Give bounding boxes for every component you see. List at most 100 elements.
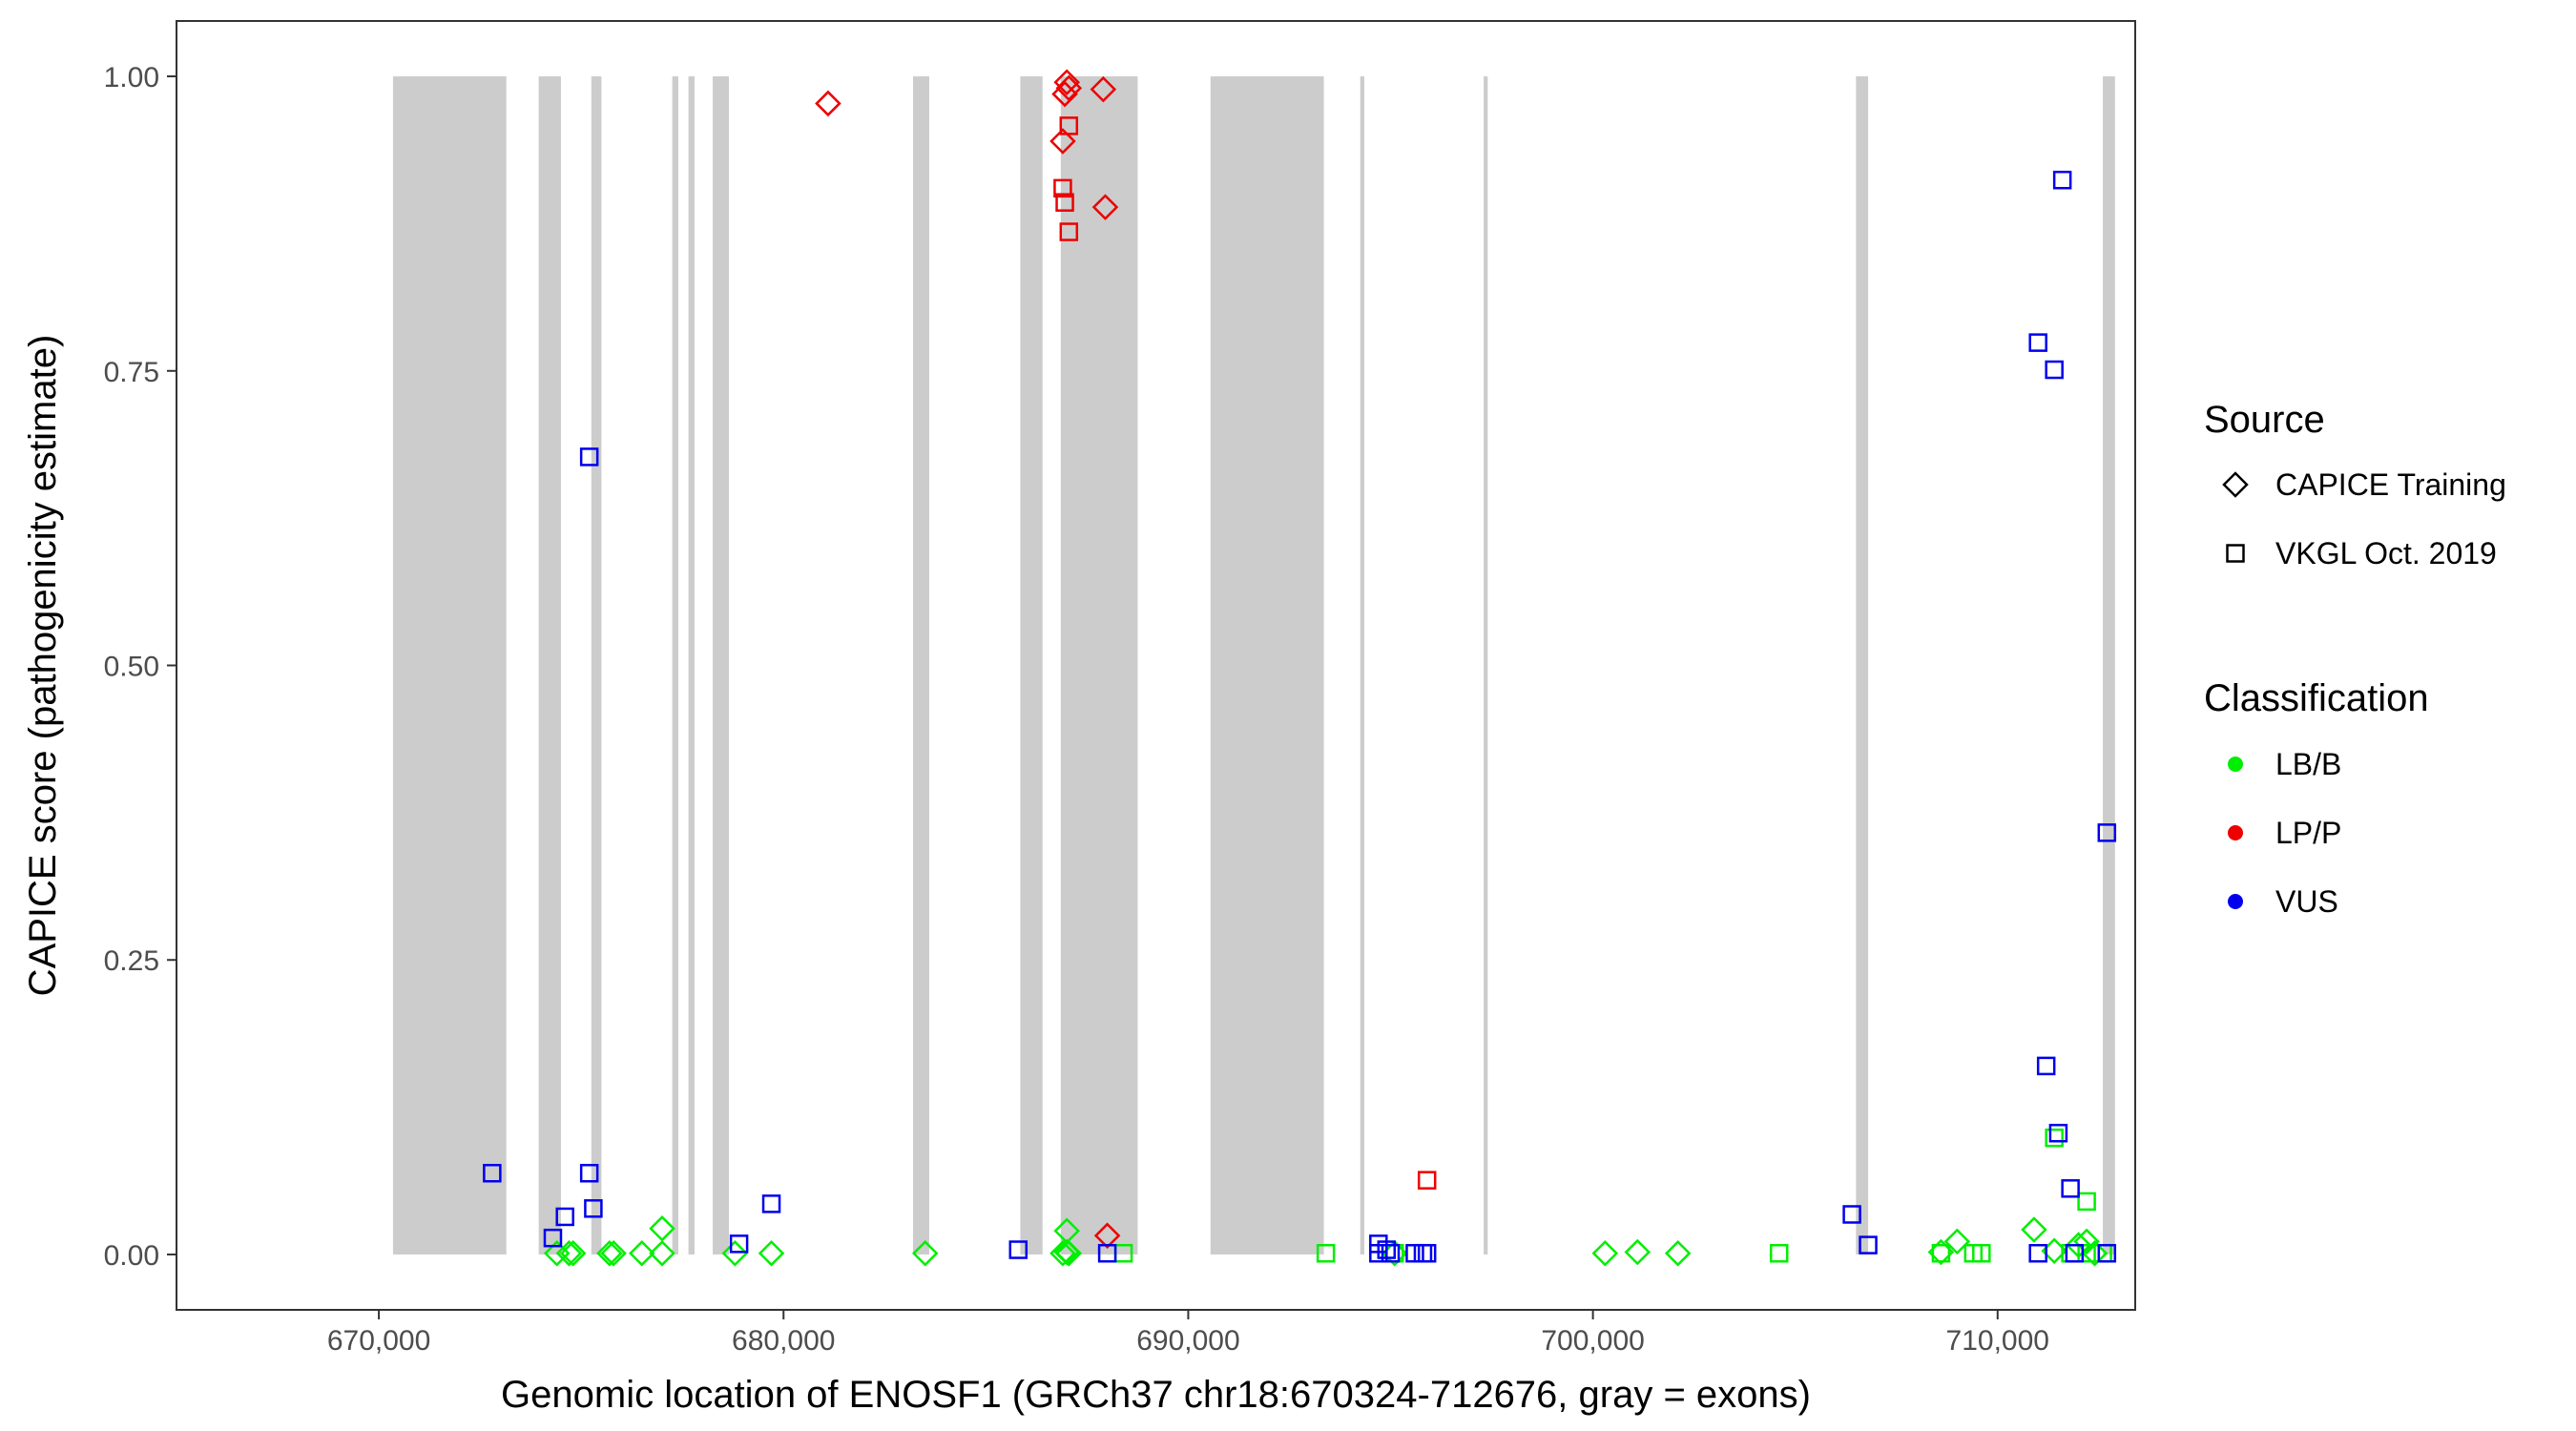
data-point — [1417, 1171, 1437, 1190]
data-point — [1008, 1240, 1028, 1259]
exon-band — [591, 76, 602, 1255]
data-point — [1591, 1239, 1619, 1267]
y-axis: 0.00 0.25 0.50 0.75 1.00 — [104, 62, 177, 1272]
data-point — [559, 1239, 587, 1267]
y-axis-title: CAPICE score (pathogenicity estimate) — [22, 335, 64, 997]
exon-band — [1210, 76, 1324, 1255]
data-point — [758, 1239, 785, 1267]
data-point — [2048, 1124, 2068, 1143]
exon-band — [912, 76, 929, 1255]
data-point — [629, 1239, 655, 1267]
data-point — [1051, 80, 1078, 108]
data-point — [2028, 1243, 2047, 1263]
data-point — [579, 447, 599, 467]
data-point — [483, 1163, 502, 1183]
data-point — [2073, 1228, 2100, 1255]
legend-source: Source CAPICE Training VKGL Oct. 2019 — [2204, 399, 2506, 570]
data-point — [579, 1163, 599, 1183]
y-tick-label: 0.25 — [104, 945, 159, 977]
legend-classification-title: Classification — [2204, 677, 2429, 719]
data-point — [2021, 1216, 2047, 1243]
x-tick-label: 680,000 — [732, 1325, 835, 1357]
data-point — [2065, 1243, 2085, 1263]
legend-label: VUS — [2275, 884, 2338, 919]
data-point — [1053, 69, 1080, 95]
x-tick-label: 710,000 — [1946, 1325, 2049, 1357]
data-point — [2081, 1239, 2109, 1267]
legend-label: LB/B — [2275, 747, 2341, 781]
data-point — [1093, 1222, 1121, 1249]
data-point — [2077, 1192, 2096, 1212]
y-tick-label: 1.00 — [104, 62, 159, 93]
data-point — [1055, 1239, 1083, 1267]
data-point — [1059, 222, 1079, 241]
data-point — [1943, 1228, 1971, 1255]
data-point — [555, 1207, 574, 1227]
y-tick-label: 0.00 — [104, 1240, 159, 1272]
data-point — [1049, 1239, 1076, 1267]
exon-band — [1020, 76, 1043, 1255]
data-point — [543, 1228, 563, 1248]
x-axis-title: Genomic location of ENOSF1 (GRCh37 chr18… — [501, 1374, 1811, 1416]
data-point — [2052, 170, 2072, 190]
legend-key-square — [2226, 544, 2245, 563]
data-point — [649, 1215, 675, 1242]
data-point — [1090, 75, 1117, 103]
data-point — [1769, 1243, 1789, 1263]
legend-key-dot — [2228, 825, 2243, 840]
legend-key-dot — [2228, 757, 2243, 772]
data-point — [596, 1239, 623, 1267]
data-point — [1859, 1235, 1878, 1255]
data-point — [600, 1239, 627, 1267]
exon-band — [1360, 76, 1364, 1255]
exon-band — [672, 76, 678, 1255]
data-point — [649, 1239, 675, 1267]
data-point — [1097, 1243, 1117, 1263]
legend-key-diamond — [2222, 471, 2249, 498]
data-point — [1049, 128, 1076, 155]
exon-band — [1060, 76, 1138, 1255]
data-point — [1377, 1240, 1397, 1259]
data-point — [2097, 823, 2117, 842]
data-point — [1316, 1243, 1336, 1263]
exon-band — [2103, 76, 2115, 1255]
data-point — [1055, 74, 1083, 102]
data-point — [721, 1239, 749, 1267]
legend-classification: Classification LB/B LP/P VUS — [2204, 677, 2429, 919]
exon-band — [688, 76, 695, 1255]
x-axis: 670,000 680,000 690,000 700,000 710,000 — [327, 1310, 2049, 1357]
data-point — [2097, 1243, 2117, 1263]
exon-band — [1484, 76, 1488, 1255]
data-point — [1381, 1243, 1401, 1263]
data-point — [1055, 193, 1074, 212]
exon-band — [1856, 76, 1869, 1255]
data-point — [1053, 178, 1072, 198]
legend-key-dot — [2228, 894, 2243, 909]
data-point — [1059, 116, 1079, 135]
exon-bands — [392, 76, 2115, 1255]
exon-band — [392, 76, 507, 1255]
legend-source-title: Source — [2204, 399, 2325, 441]
exon-band — [538, 76, 561, 1255]
data-point — [2061, 1179, 2080, 1198]
y-tick-label: 0.75 — [104, 357, 159, 388]
y-tick-label: 0.50 — [104, 652, 159, 683]
x-tick-label: 700,000 — [1541, 1325, 1644, 1357]
legend-label: LP/P — [2275, 816, 2341, 850]
data-point — [1091, 194, 1119, 220]
data-point — [2028, 333, 2047, 352]
data-points — [483, 69, 2117, 1267]
exon-band — [713, 76, 729, 1255]
data-point — [815, 90, 841, 117]
data-point — [2045, 360, 2064, 380]
x-tick-label: 690,000 — [1136, 1325, 1239, 1357]
data-point — [1664, 1239, 1692, 1267]
data-point — [555, 1239, 583, 1267]
data-point — [2045, 1128, 2064, 1148]
data-point — [1624, 1238, 1652, 1266]
data-point — [1842, 1205, 1861, 1224]
data-point — [1972, 1243, 1991, 1263]
data-point — [2036, 1056, 2056, 1076]
data-point — [1931, 1243, 1951, 1263]
